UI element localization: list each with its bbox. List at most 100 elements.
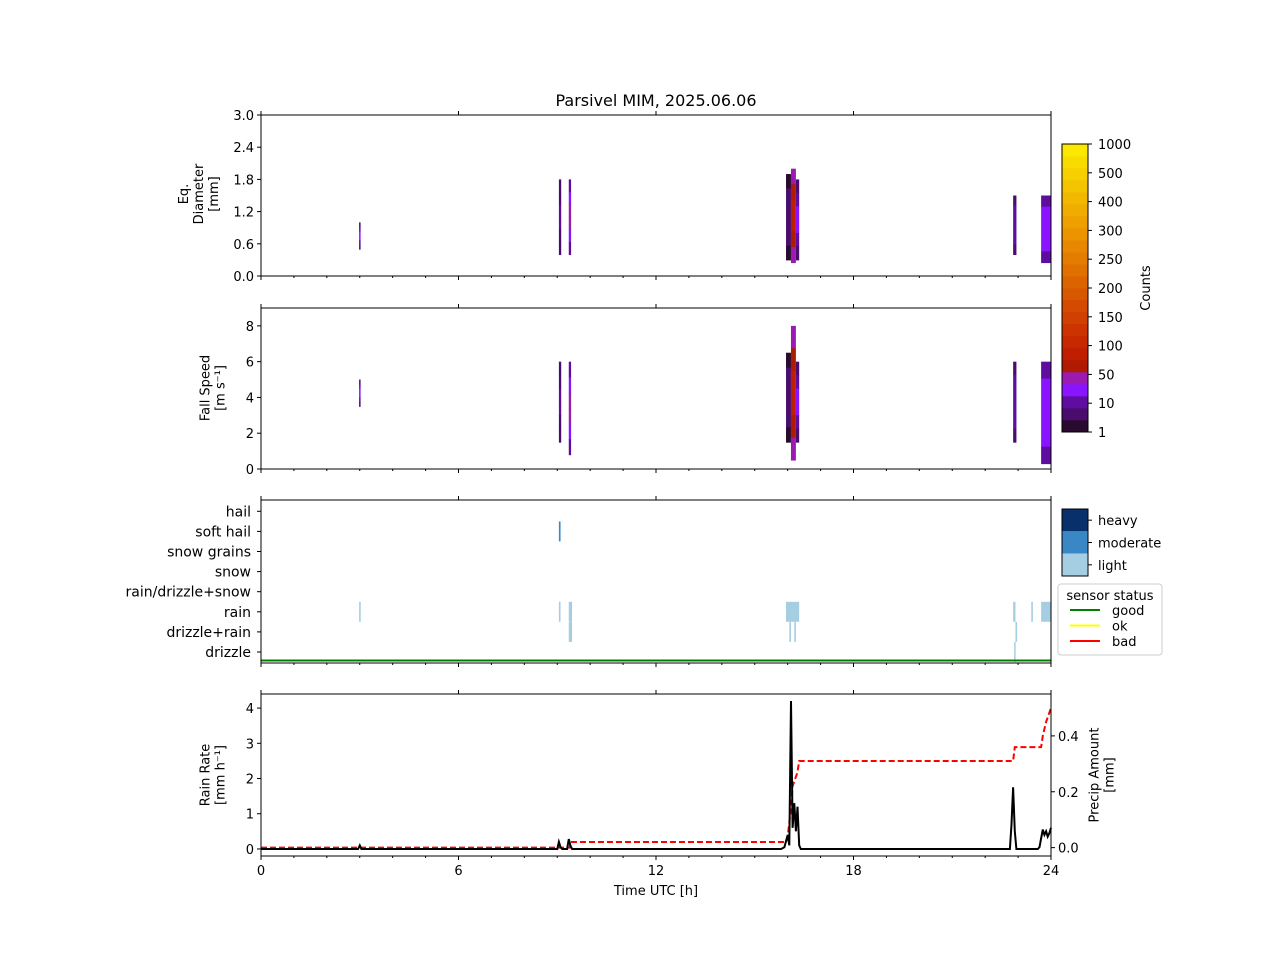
fall-speed-cell: [795, 388, 800, 403]
fall-speed-cell: [359, 384, 361, 389]
diameter-cell: [558, 229, 562, 243]
colorbar-swatch: [1062, 216, 1088, 229]
precip-type-label: rain: [224, 605, 251, 621]
colorbar-swatch: [1062, 384, 1088, 397]
fall-speed-cell: [786, 382, 791, 398]
diameter-cell: [1041, 229, 1051, 241]
colorbar-tick-label: 150: [1098, 311, 1123, 326]
rain-frame: [260, 693, 1052, 857]
precip-amount-y-label-line: Precip Amount: [1088, 728, 1103, 823]
sensor-legend-label: ok: [1112, 620, 1128, 635]
colorbar-swatch: [1062, 396, 1088, 409]
precip-type-frame: [260, 499, 1052, 664]
colorbar-swatch: [1062, 144, 1088, 157]
intensity-swatch: [1062, 509, 1088, 532]
colorbar-swatch: [1062, 228, 1088, 241]
diameter-cell: [1041, 251, 1051, 264]
fall-speed-cell: [1041, 361, 1051, 380]
sensor-legend-label: good: [1112, 604, 1144, 619]
diameter-frame: [260, 114, 1052, 277]
diameter-cell: [786, 245, 791, 261]
colorbar-swatch: [1062, 324, 1088, 337]
intensity-swatch: [1062, 531, 1088, 554]
fall-speed-cell: [359, 397, 361, 403]
diameter-cell: [359, 235, 361, 241]
diameter-cell: [795, 192, 800, 207]
colorbar-swatch: [1062, 180, 1088, 193]
precip-type-label: soft hail: [195, 524, 251, 540]
fall-speed-y-label-line: Fall Speed: [199, 355, 214, 421]
precip-amount-line: [261, 707, 1052, 849]
fall-speed-y-tick-label: 8: [246, 320, 254, 335]
diameter-cell: [568, 204, 572, 218]
sensor-legend-label: bad: [1112, 635, 1136, 650]
diameter-cell: [558, 216, 562, 230]
fall-speed-cell: [790, 348, 796, 372]
fall-speed-cell: [1041, 378, 1051, 397]
colorbar-tick-label: 1000: [1098, 138, 1131, 153]
rain-rate-y-tick-label: 2: [246, 773, 254, 788]
fall-speed-cell: [1013, 361, 1017, 376]
colorbar-swatch: [1062, 360, 1088, 373]
fall-speed-cell: [568, 377, 572, 394]
diameter-cell: [568, 216, 572, 230]
rain-rate-y-tick-label: 0: [246, 843, 254, 858]
colorbar-swatch: [1062, 276, 1088, 289]
diameter-cell: [568, 242, 572, 256]
diameter-cell: [1041, 195, 1051, 208]
fall-speed-cell: [786, 397, 791, 413]
counts-colorbar: 1 10 50 100 150 200 250 300 400 500 1000 Counts: [1061, 138, 1154, 441]
diameter-cell: [359, 231, 361, 237]
rain-rate-y-tick-label: 3: [246, 737, 254, 752]
intensity-swatch: [1062, 553, 1088, 576]
precip-event: [568, 601, 573, 622]
precip-event: [786, 601, 800, 622]
rain-rate-y-label: Rain Rate[mm h⁻¹]: [199, 744, 229, 807]
fall-speed-y-label-line: [m s⁻¹]: [214, 365, 229, 411]
precip-event: [1015, 621, 1018, 642]
diameter-cell: [790, 184, 796, 201]
rain-rate-y-tick-label: 4: [246, 702, 254, 717]
diameter-y-tick-label: 2.4: [233, 141, 254, 156]
rain-rate-line: [261, 700, 1052, 850]
fall-speed-cell: [790, 325, 796, 349]
colorbar-tick-label: 300: [1098, 224, 1123, 239]
diameter-y-tick-label: 0.6: [233, 238, 254, 253]
diameter-cell: [795, 206, 800, 221]
diameter-y-label: Eq.Diameter[mm]: [177, 163, 222, 224]
rain-rate-y-label-line: Rain Rate: [199, 744, 214, 807]
colorbar-swatch: [1062, 264, 1088, 277]
fall-speed-cell: [1013, 388, 1017, 403]
precip-event: [558, 521, 561, 542]
x-tick-label: 12: [648, 864, 665, 879]
sensor-legend-box: [1057, 583, 1163, 656]
diameter-cell: [790, 215, 796, 232]
colorbar-swatch: [1062, 156, 1088, 169]
fall-speed-cell: [790, 370, 796, 394]
fall-speed-cell: [795, 375, 800, 389]
fall-speed-cell: [1041, 412, 1051, 431]
intensity-legend: heavy moderate light: [1061, 508, 1161, 577]
precip-amount-y-tick-label: 0.4: [1058, 730, 1079, 745]
precip-event: [1013, 601, 1016, 622]
fall-speed-frame: [260, 307, 1052, 470]
fall-speed-cell: [1041, 429, 1051, 448]
colorbar-swatch: [1062, 204, 1088, 217]
rain-rate-y-tick-label: 1: [246, 808, 254, 823]
diameter-cell: [1041, 206, 1051, 219]
diameter-cell: [790, 231, 796, 248]
x-tick-label: 18: [845, 864, 862, 879]
colorbar-tick-label: 500: [1098, 167, 1123, 182]
figure-title: Parsivel MIM, 2025.06.06: [555, 91, 756, 110]
fall-speed-cell: [1013, 428, 1017, 443]
precip-amount-y-tick-label: 0.2: [1058, 786, 1079, 801]
colorbar-swatch: [1062, 348, 1088, 361]
diameter-y-tick-label: 3.0: [233, 109, 254, 124]
precip-amount-y-label: Precip Amount[mm]: [1088, 728, 1118, 823]
x-tick-label: 6: [454, 864, 462, 879]
fall-speed-cell: [795, 428, 800, 443]
diameter-cell: [558, 242, 562, 256]
fall-speed-y-tick-label: 0: [246, 463, 254, 478]
fall-speed-cell: [1041, 395, 1051, 414]
colorbar-tick-label: 200: [1098, 282, 1123, 297]
